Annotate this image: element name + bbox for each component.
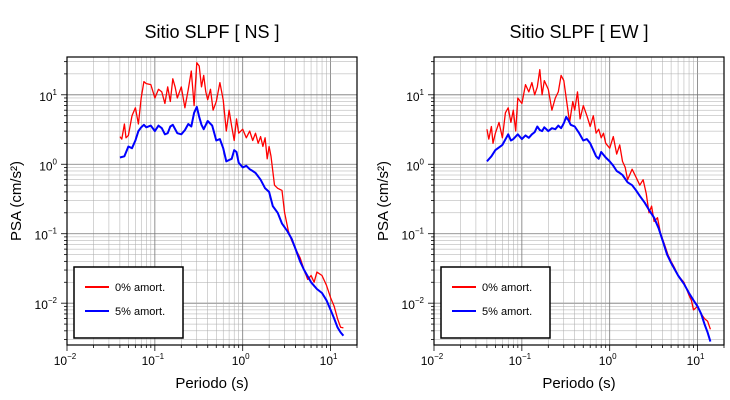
y-tick-label: 10−2 (35, 296, 58, 312)
legend-label: 0% amort. (482, 282, 532, 294)
chart-title: Sitio SLPF [ NS ] (144, 22, 279, 42)
tick-marks (61, 61, 358, 351)
legend: 0% amort. 5% amort. (440, 266, 551, 339)
legend-label: 5% amort. (115, 306, 165, 318)
chart-title: Sitio SLPF [ EW ] (509, 22, 648, 42)
x-axis-label: Periodo (s) (175, 375, 248, 392)
series-line-5pct-amort (119, 105, 345, 337)
x-tick-label: 10−1 (509, 352, 532, 368)
x-tick-label: 10−1 (142, 352, 165, 368)
y-tick-label: 10−2 (402, 296, 425, 312)
series-group (119, 62, 345, 337)
x-tick-label: 10−2 (54, 352, 77, 368)
legend-label: 5% amort. (482, 306, 532, 318)
y-tick-label: 10−1 (402, 227, 425, 243)
tick-marks (428, 61, 725, 351)
y-tick-label: 100 (39, 157, 57, 173)
x-tick-label: 100 (232, 352, 250, 368)
x-tick-label: 101 (687, 352, 705, 368)
chart-ew: 10−2 10−1 100 101 10−2 10−1 100 101 Sitio SLPF [… (375, 22, 725, 392)
y-axis-label: PSA (cm/s²) (8, 161, 25, 241)
legend: 0% amort. 5% amort. (73, 266, 184, 339)
y-tick-label: 100 (406, 157, 424, 173)
x-tick-label: 100 (599, 352, 617, 368)
plot-frame (66, 56, 358, 346)
x-tick-label: 10−2 (421, 352, 444, 368)
y-axis-label: PSA (cm/s²) (375, 161, 392, 241)
series-group (486, 69, 712, 342)
legend-label: 0% amort. (115, 282, 165, 294)
x-axis-label: Periodo (s) (542, 375, 615, 392)
plot-frame (433, 56, 725, 346)
legend-box (440, 266, 551, 339)
y-tick-label: 101 (39, 88, 57, 104)
chart-ns: 10−2 10−1 100 101 10−2 10−1 100 101 Sitio SLPF [… (8, 22, 358, 392)
y-tick-label: 101 (406, 88, 424, 104)
y-tick-label: 10−1 (35, 227, 58, 243)
series-line-5pct-amort (486, 115, 712, 342)
x-tick-label: 101 (320, 352, 338, 368)
legend-box (73, 266, 184, 339)
